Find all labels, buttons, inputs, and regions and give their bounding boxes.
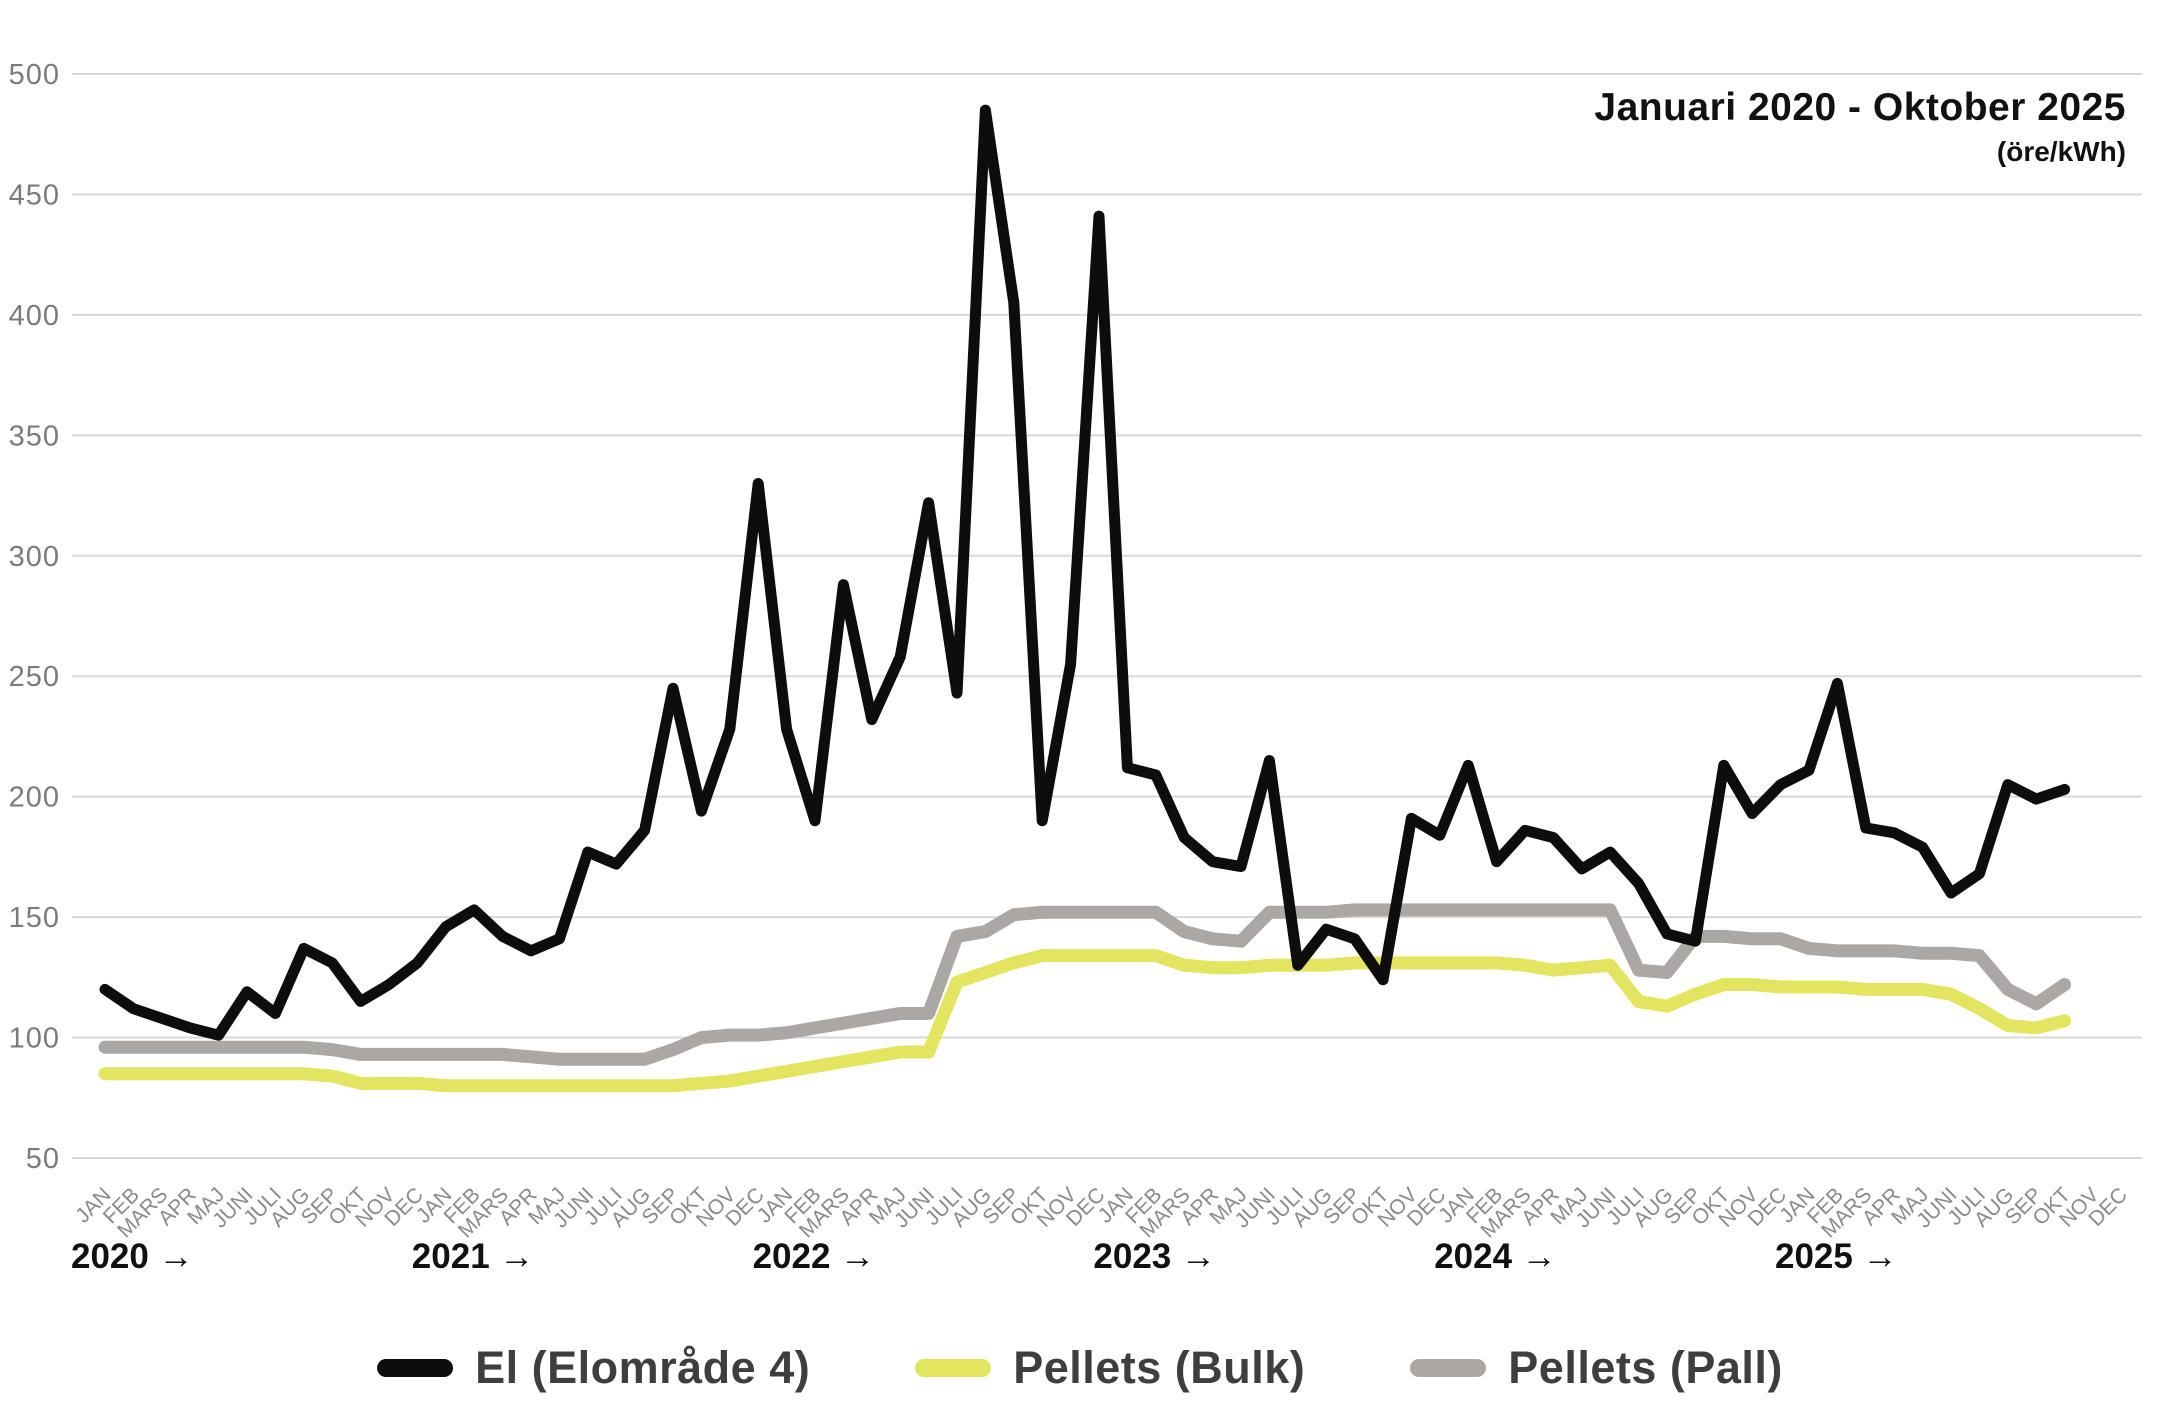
legend-label-pellets-bulk: Pellets (Bulk) (1013, 1342, 1306, 1393)
chart-title: Januari 2020 - Oktober 2025 (1594, 86, 2126, 129)
x-axis-year-label-2020: 2020 → (71, 1237, 194, 1276)
x-axis-year-label-2025: 2025 → (1775, 1237, 1898, 1276)
x-axis-year-label-2024: 2024 → (1434, 1237, 1557, 1276)
x-axis-year-label-2023: 2023 → (1093, 1237, 1216, 1276)
pellets-pall-swatch-icon (1410, 1359, 1487, 1377)
y-axis-label-100: 100 (9, 1023, 60, 1055)
legend-label-pellets-pall: Pellets (Pall) (1508, 1342, 1783, 1393)
legend-label-el: El (Elområde 4) (475, 1342, 811, 1393)
chart-unit-subtitle: (öre/kWh) (1996, 136, 2126, 167)
x-axis-year-label-2022: 2022 → (753, 1237, 876, 1276)
y-axis-label-500: 500 (9, 59, 60, 91)
y-axis-label-250: 250 (9, 661, 60, 693)
y-axis-label-450: 450 (9, 179, 60, 211)
y-axis-label-200: 200 (9, 782, 60, 814)
pellets-bulk-swatch-icon (915, 1359, 992, 1377)
chart-title-block: Januari 2020 - Oktober 2025 (öre/kWh) (1594, 86, 2126, 168)
x-axis-year-label-2021: 2021 → (412, 1237, 535, 1276)
y-axis-label-350: 350 (9, 420, 60, 452)
y-axis-label-150: 150 (9, 902, 60, 934)
el-swatch-icon (377, 1359, 454, 1377)
y-axis-label-50: 50 (26, 1143, 60, 1175)
legend-item-pellets-pall: Pellets (Pall) (1410, 1342, 1783, 1394)
legend-item-pellets-bulk: Pellets (Bulk) (915, 1342, 1305, 1394)
legend-item-el: El (Elområde 4) (377, 1342, 810, 1394)
chart-legend: El (Elområde 4) Pellets (Bulk) Pellets (… (0, 1342, 2160, 1394)
pellets-pall-line (98, 903, 2072, 1066)
pellets-bulk-line (98, 949, 2072, 1093)
y-axis-label-300: 300 (9, 541, 60, 573)
el-line (99, 104, 2071, 1041)
y-axis-label-400: 400 (9, 300, 60, 332)
